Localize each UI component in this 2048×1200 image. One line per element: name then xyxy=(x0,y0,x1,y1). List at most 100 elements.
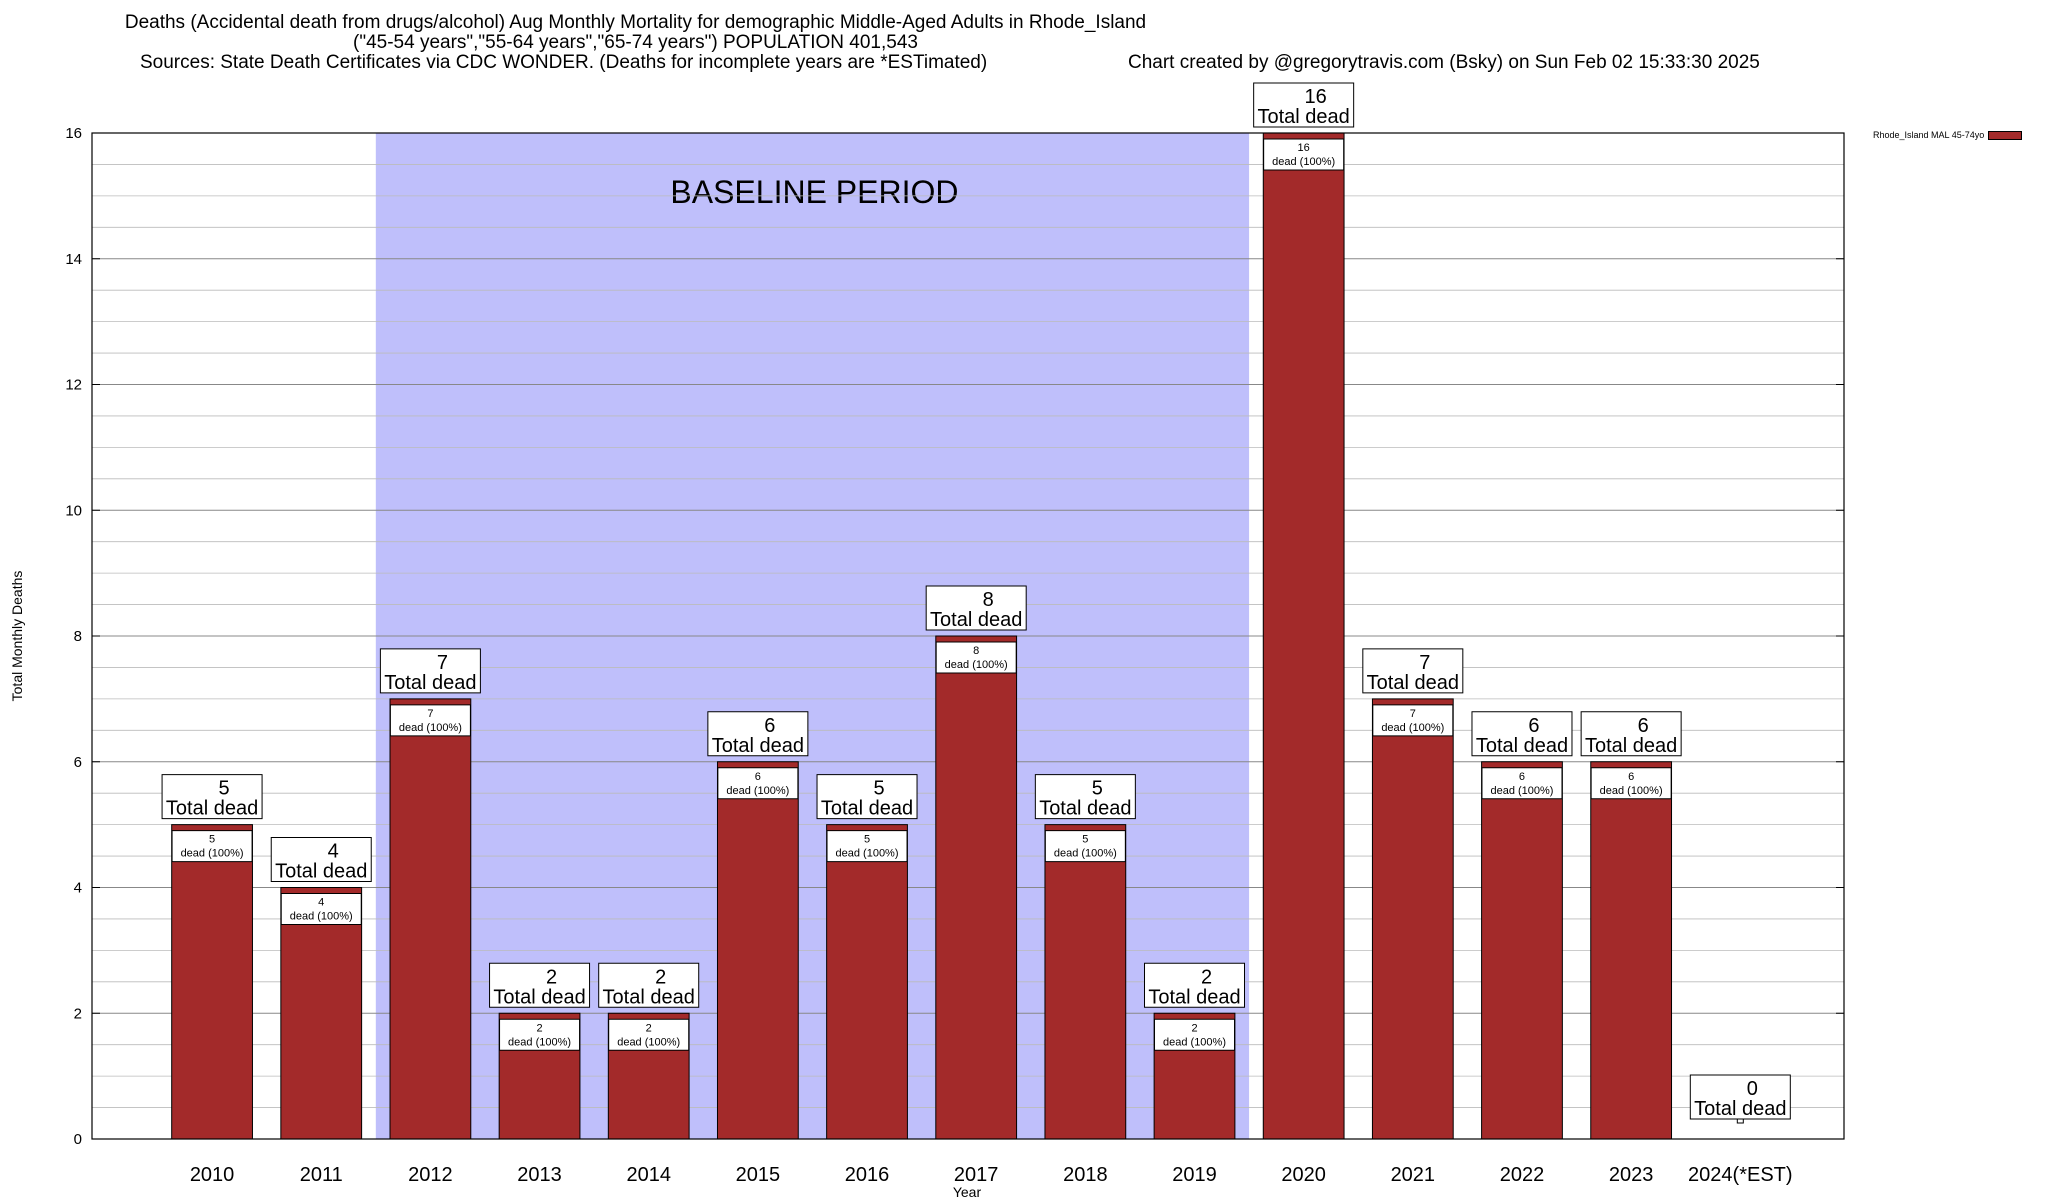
bar-total-label-box xyxy=(1253,82,1355,128)
bar-total-label-box xyxy=(270,837,372,882)
bar-inner-label: dead (100%) xyxy=(945,659,1008,671)
bar-total-value: 2 xyxy=(546,966,557,988)
x-tick-label: 2016 xyxy=(845,1164,890,1186)
bar-total-label-box xyxy=(1362,648,1464,694)
bar-inner-label: dead (100%) xyxy=(1381,722,1444,734)
bar-inner-label-box xyxy=(826,830,908,863)
bar-total-label-box xyxy=(489,962,591,1008)
bar-inner-label-box xyxy=(499,1018,581,1051)
bar-inner-label: dead (100%) xyxy=(290,911,353,923)
x-tick-label: 2014 xyxy=(626,1164,671,1186)
y-tick-label: 10 xyxy=(65,502,82,519)
bar-total-label: Total dead xyxy=(1148,986,1240,1008)
bar-total-label: Total dead xyxy=(166,798,258,820)
x-axis-title: Year xyxy=(953,1184,982,1200)
bar-inner-label-box xyxy=(389,704,471,737)
bar-total-label: Total dead xyxy=(821,798,913,820)
bar-total-value: 6 xyxy=(1638,715,1649,737)
bar-inner-value: 5 xyxy=(209,834,215,846)
bar xyxy=(1371,698,1454,1140)
bar-inner-label-box xyxy=(171,830,253,863)
bar-total-label-box xyxy=(925,585,1027,631)
bar-total-label: Total dead xyxy=(1367,672,1459,694)
bar-total-label: Total dead xyxy=(603,986,695,1008)
bar-inner-label-box xyxy=(1481,767,1563,800)
legend-swatch xyxy=(1988,131,2023,141)
bar xyxy=(716,761,799,1140)
bar-inner-label-box xyxy=(1590,767,1672,800)
bar-total-value: 2 xyxy=(655,966,666,988)
bar-total-value: 0 xyxy=(1747,1078,1758,1100)
bar-inner-value: 6 xyxy=(1628,771,1634,783)
bar-inner-value: 6 xyxy=(755,771,761,783)
bar-total-label-box xyxy=(1144,962,1246,1008)
bar-inner-value: 5 xyxy=(1082,834,1088,846)
bar-inner-label: dead (100%) xyxy=(399,722,462,734)
bar xyxy=(1481,761,1563,1140)
bar-inner-label-box xyxy=(717,767,799,800)
bar-total-label-box xyxy=(707,711,809,757)
bar-inner-label: dead (100%) xyxy=(508,1036,571,1048)
bar-total-label: Total dead xyxy=(1039,798,1131,820)
bar-inner-label: dead (100%) xyxy=(617,1036,680,1048)
bar-inner-label-box xyxy=(1154,1018,1236,1051)
baseline-period-label: BASELINE PERIOD xyxy=(670,174,958,210)
bar-inner-label: dead (100%) xyxy=(1163,1036,1226,1048)
bar-total-value: 6 xyxy=(764,715,775,737)
bar-inner-label-box xyxy=(1044,830,1126,863)
legend-label: Rhode_Island MAL 45-74yo xyxy=(1873,130,1985,140)
bar-total-label: Total dead xyxy=(1694,1098,1786,1120)
bar-total-value: 7 xyxy=(1419,652,1430,674)
bar-inner-value: 8 xyxy=(973,645,979,657)
x-tick-label: 2020 xyxy=(1281,1164,1326,1186)
bar-inner-label: dead (100%) xyxy=(726,785,789,797)
bar-total-value: 7 xyxy=(437,652,448,674)
bar xyxy=(1044,824,1127,1140)
bar-total-value: 5 xyxy=(1092,778,1103,800)
bar-total-label: Total dead xyxy=(1258,106,1350,128)
bar-total-label-box xyxy=(1471,711,1573,757)
chart-credit: Chart created by @gregorytravis.com (Bsk… xyxy=(1128,52,1760,73)
bar-inner-label-box xyxy=(1372,704,1454,737)
x-tick-label: 2010 xyxy=(190,1164,235,1186)
bar-total-label: Total dead xyxy=(384,672,476,694)
bar xyxy=(171,824,253,1140)
bar xyxy=(1590,761,1673,1140)
y-tick-label: 6 xyxy=(74,754,82,771)
bar-total-label-box xyxy=(161,774,263,820)
bar-total-label-box xyxy=(379,648,481,694)
x-tick-label: 2018 xyxy=(1063,1164,1108,1186)
x-tick-label: 2013 xyxy=(517,1164,562,1186)
y-tick-label: 12 xyxy=(65,377,82,394)
y-tick-label: 16 xyxy=(65,125,82,142)
x-tick-label: 2021 xyxy=(1391,1164,1436,1186)
bar-inner-label: dead (100%) xyxy=(836,848,899,860)
x-tick-label: 2019 xyxy=(1172,1164,1217,1186)
bar-total-value: 5 xyxy=(873,778,884,800)
bar-total-label: Total dead xyxy=(493,986,585,1008)
bar-inner-label-box xyxy=(1263,138,1345,171)
legend: Rhode_Island MAL 45-74yo xyxy=(1873,130,2023,141)
bar-inner-value: 4 xyxy=(318,897,324,909)
bar xyxy=(935,635,1018,1140)
bar xyxy=(389,698,472,1140)
bar-total-value: 8 xyxy=(983,589,994,611)
bar-inner-value: 16 xyxy=(1298,142,1310,154)
bar-total-label: Total dead xyxy=(930,609,1022,631)
y-tick-label: 14 xyxy=(65,251,82,268)
bar-total-label-box xyxy=(816,774,918,820)
bar-total-label-box xyxy=(598,962,700,1008)
bar-total-label-box xyxy=(1689,1074,1791,1120)
